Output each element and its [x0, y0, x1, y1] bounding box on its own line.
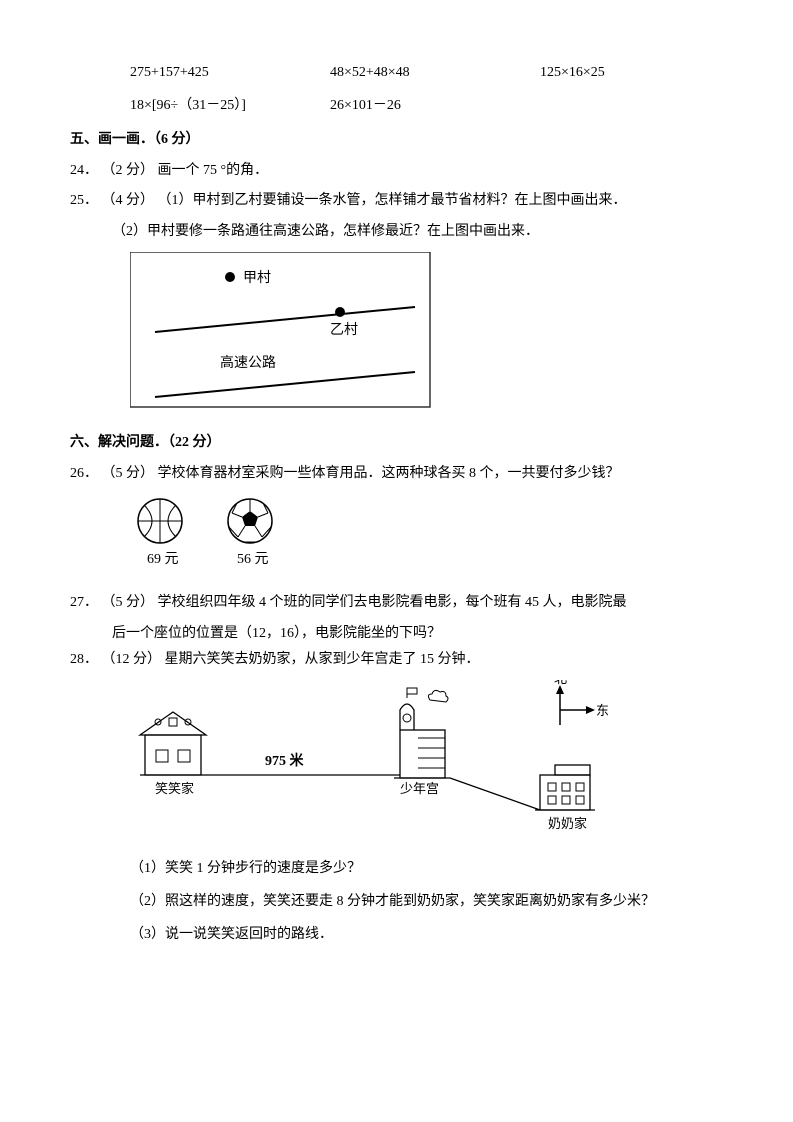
- route-svg: 北 东 笑笑家 975 米: [130, 680, 630, 840]
- village1-label: 甲村: [243, 270, 271, 286]
- palace-label: 少年宫: [400, 781, 439, 796]
- q28-points: （12 分）: [102, 652, 162, 667]
- distance-label: 975 米: [265, 752, 305, 769]
- village-svg: 甲村 乙村 高速公路: [130, 252, 450, 412]
- q26-num: 26．: [70, 466, 98, 481]
- village2-label: 乙村: [330, 322, 358, 338]
- q27-line1: 学校组织四年级 4 个班的同学们去电影院看电影，每个班有 45 人，电影院最: [158, 595, 627, 610]
- expr-2-3: [540, 93, 710, 120]
- expr-2-2: 26×101－26: [330, 93, 540, 120]
- question-28: 28． （12 分） 星期六笑笑去奶奶家，从家到少年宫走了 15 分钟．: [70, 647, 723, 674]
- question-27: 27． （5 分） 学校组织四年级 4 个班的同学们去电影院看电影，每个班有 4…: [70, 590, 723, 617]
- q27-num: 27．: [70, 595, 98, 610]
- expr-1-2: 48×52+48×48: [330, 60, 540, 87]
- expr-1-3: 125×16×25: [540, 60, 710, 87]
- q25-part2: （2）甲村要修一条路通往高速公路，怎样修最近？在上图中画出来．: [70, 219, 723, 246]
- home-icon: [140, 712, 208, 775]
- compass-n: 北: [554, 680, 567, 686]
- ball2-price: 56 元: [237, 552, 269, 567]
- q27-line2: 后一个座位的位置是（12，16），电影院能坐的下吗？: [70, 621, 723, 648]
- balls-diagram: 69 元 56 元: [130, 493, 723, 584]
- highway-label: 高速公路: [220, 354, 276, 371]
- section-5-title: 五、画一画．（6 分）: [70, 127, 723, 154]
- q28-sub3: （3）说一说笑笑返回时的路线．: [70, 922, 723, 949]
- grandma-label: 奶奶家: [548, 816, 587, 831]
- q28-sub1: （1）笑笑 1 分钟步行的速度是多少？: [70, 856, 723, 883]
- q25-points: （4 分）: [102, 193, 155, 208]
- expression-row-2: 18×[96÷（31－25）] 26×101－26: [70, 93, 723, 120]
- village-diagram: 甲村 乙村 高速公路: [130, 252, 723, 423]
- q24-num: 24．: [70, 163, 98, 178]
- q26-text: 学校体育器材室采购一些体育用品．这两种球各买 8 个，一共要付多少钱？: [158, 466, 620, 481]
- expr-2-1: 18×[96÷（31－25）]: [130, 93, 330, 120]
- balls-svg: 69 元 56 元: [130, 493, 330, 573]
- expression-row-1: 275+157+425 48×52+48×48 125×16×25: [70, 60, 723, 87]
- q28-num: 28．: [70, 652, 98, 667]
- compass-icon: 北 东: [554, 680, 609, 725]
- expr-1-1: 275+157+425: [130, 60, 330, 87]
- q24-text: 画一个 75 °的角．: [158, 163, 269, 178]
- question-26: 26． （5 分） 学校体育器材室采购一些体育用品．这两种球各买 8 个，一共要…: [70, 461, 723, 488]
- ball1-price: 69 元: [147, 552, 179, 567]
- compass-e: 东: [596, 703, 609, 718]
- q28-sub2: （2）照这样的速度，笑笑还要走 8 分钟才能到奶奶家，笑笑家距离奶奶家有多少米？: [70, 889, 723, 916]
- section-6-title: 六、解决问题．（22 分）: [70, 430, 723, 457]
- question-25: 25． （4 分） （1）甲村到乙村要铺设一条水管，怎样铺才最节省材料？在上图中…: [70, 188, 723, 215]
- grandma-icon: [535, 765, 595, 810]
- q25-num: 25．: [70, 193, 98, 208]
- route-diagram: 北 东 笑笑家 975 米: [130, 680, 723, 851]
- q28-text: 星期六笑笑去奶奶家，从家到少年宫走了 15 分钟．: [165, 652, 480, 667]
- q24-points: （2 分）: [102, 163, 155, 178]
- q26-points: （5 分）: [102, 466, 155, 481]
- palace-icon: [394, 688, 450, 778]
- q25-part1: （1）甲村到乙村要铺设一条水管，怎样铺才最节省材料？在上图中画出来．: [158, 193, 627, 208]
- q27-points: （5 分）: [102, 595, 155, 610]
- question-24: 24． （2 分） 画一个 75 °的角．: [70, 158, 723, 185]
- home-label: 笑笑家: [155, 781, 194, 796]
